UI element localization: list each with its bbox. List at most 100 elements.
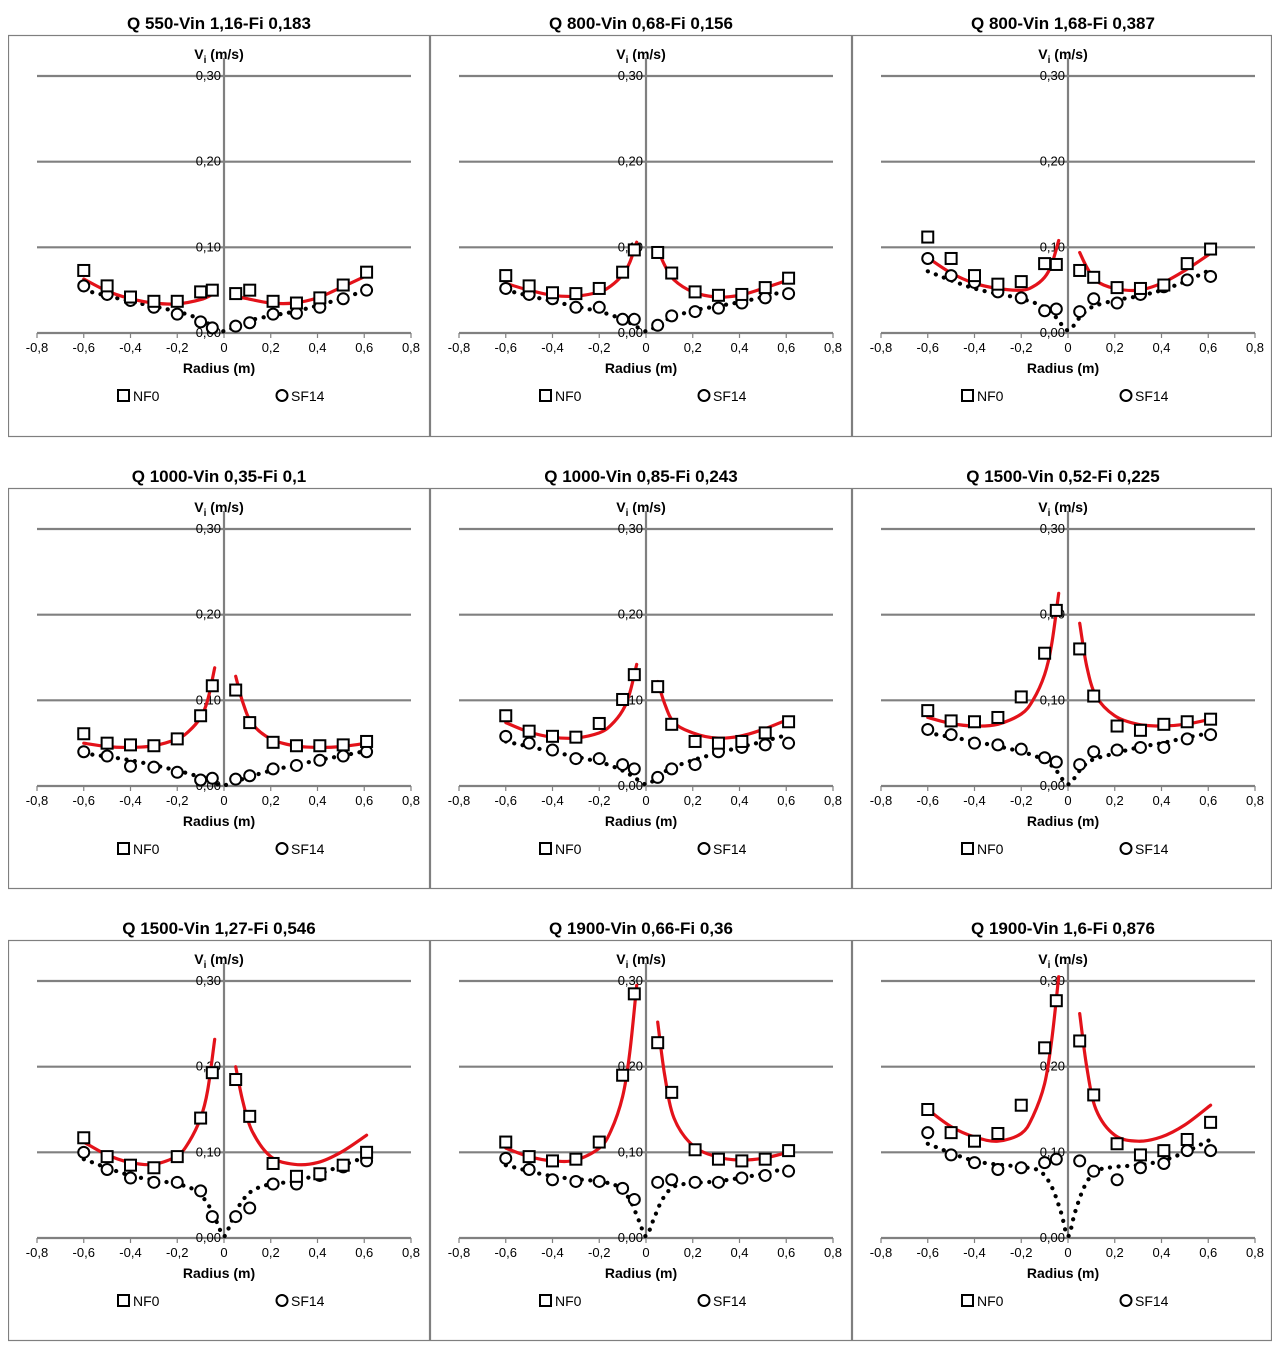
legend-nf0-marker (539, 389, 552, 402)
sf14-point (651, 318, 665, 332)
legend-sf14-label: SF14 (1135, 388, 1169, 404)
nf0-point (546, 1154, 559, 1168)
nf0-point (665, 717, 679, 731)
nf0-point (229, 683, 243, 697)
x-tick-label: 0,2 (262, 793, 280, 808)
legend-sf14-label: SF14 (713, 388, 747, 404)
nf0-point (651, 680, 665, 694)
nf0-point (569, 1152, 583, 1166)
nf0-point (546, 286, 559, 300)
nf0-point (1049, 257, 1063, 271)
y-tick-label: 0,20 (618, 154, 643, 169)
sf14-point (522, 736, 536, 750)
nf0-point (968, 1134, 981, 1148)
sf14-point (616, 758, 630, 772)
chart-title: Q 1900-Vin 1,6-Fi 0,876 (971, 919, 1155, 938)
nf0-point (266, 1156, 280, 1170)
x-tick-label: 0,2 (684, 340, 702, 355)
nf0-point (968, 715, 981, 729)
sf14-point (194, 315, 208, 329)
nf0-point (651, 1036, 665, 1050)
x-tick-label: 0 (642, 793, 649, 808)
x-tick-label: -0,8 (870, 340, 892, 355)
nf0-point (688, 734, 702, 748)
x-tick-label: -0,4 (963, 340, 985, 355)
x-tick-label: 0,6 (777, 340, 795, 355)
legend-sf14-marker (1119, 842, 1133, 855)
x-tick-label: -0,6 (917, 340, 939, 355)
y-tick-label: 0,20 (1040, 154, 1065, 169)
nf0-point (711, 736, 725, 750)
x-tick-label: -0,8 (448, 793, 470, 808)
x-tick-label: -0,8 (448, 340, 470, 355)
sf14-point (100, 1162, 114, 1176)
chart-title: Q 800-Vin 0,68-Fi 0,156 (549, 14, 733, 33)
sf14-point (665, 1173, 679, 1187)
nf0-point (360, 734, 374, 748)
nf0-point (100, 279, 114, 293)
chart-frame (852, 487, 1272, 890)
x-tick-label: 0,4 (730, 793, 748, 808)
sf14-point (592, 300, 606, 314)
nf0-point (205, 679, 219, 693)
y-axis-label: Vi (m/s) (1038, 951, 1087, 971)
x-tick-label: 0,8 (402, 340, 420, 355)
sf14-point (616, 1181, 630, 1195)
x-tick-label: -0,4 (119, 340, 141, 355)
sf14-point (229, 319, 243, 333)
x-tick-label: 0,2 (684, 1245, 702, 1260)
legend-nf0-label: NF0 (555, 388, 582, 404)
sf14-point (77, 745, 91, 759)
x-tick-label: 0,2 (1106, 793, 1124, 808)
nf0-point (711, 288, 725, 302)
x-tick-label: 0 (1064, 340, 1071, 355)
sf14-point (266, 762, 280, 776)
y-axis-label: Vi (m/s) (194, 951, 243, 971)
sf14-point (194, 1184, 208, 1198)
x-tick-label: -0,2 (1010, 340, 1032, 355)
nf0-point (944, 251, 958, 265)
nf0-point (1073, 263, 1087, 277)
sf14-point (1038, 751, 1052, 765)
sf14-point (592, 1174, 606, 1188)
nf0-point (627, 243, 641, 257)
legend-nf0-label: NF0 (977, 1293, 1004, 1309)
nf0-point (735, 734, 749, 748)
legend-nf0-label: NF0 (555, 841, 582, 857)
y-axis-label: Vi (m/s) (1038, 46, 1087, 66)
x-tick-label: 0,8 (824, 340, 842, 355)
nf0-point (229, 1073, 243, 1087)
x-tick-label: -0,6 (917, 1245, 939, 1260)
sf14-point (243, 1201, 257, 1215)
sf14-point (758, 1168, 772, 1182)
nf0-point (1180, 257, 1194, 271)
nf0-point (1073, 642, 1087, 656)
sf14-point (782, 287, 796, 301)
x-tick-label: -0,8 (26, 793, 48, 808)
x-tick-label: 0 (220, 1245, 227, 1260)
sf14-point (1110, 743, 1124, 757)
x-tick-label: -0,4 (541, 340, 563, 355)
sf14-fit-curve (81, 1154, 369, 1239)
nf0-point (229, 287, 243, 301)
x-tick-label: -0,8 (870, 793, 892, 808)
sf14-point (229, 772, 243, 786)
x-axis-label: Radius (m) (183, 360, 255, 376)
nf0-point (1014, 690, 1028, 704)
y-tick-label: 0,30 (1040, 973, 1065, 988)
sf14-point (1087, 745, 1101, 759)
nf0-point (1087, 1088, 1101, 1102)
nf0-point (205, 283, 219, 297)
x-tick-label: -0,2 (166, 1245, 188, 1260)
nf0-point (1038, 646, 1052, 660)
x-tick-label: -0,6 (495, 793, 517, 808)
legend-nf0-label: NF0 (133, 388, 160, 404)
nf0-point (124, 738, 137, 752)
nf0-point (170, 732, 184, 746)
x-tick-label: 0,4 (308, 340, 326, 355)
x-tick-label: 0,6 (777, 793, 795, 808)
x-tick-label: -0,6 (495, 340, 517, 355)
nf0-point (968, 269, 981, 283)
nf0-point (1110, 1137, 1124, 1151)
